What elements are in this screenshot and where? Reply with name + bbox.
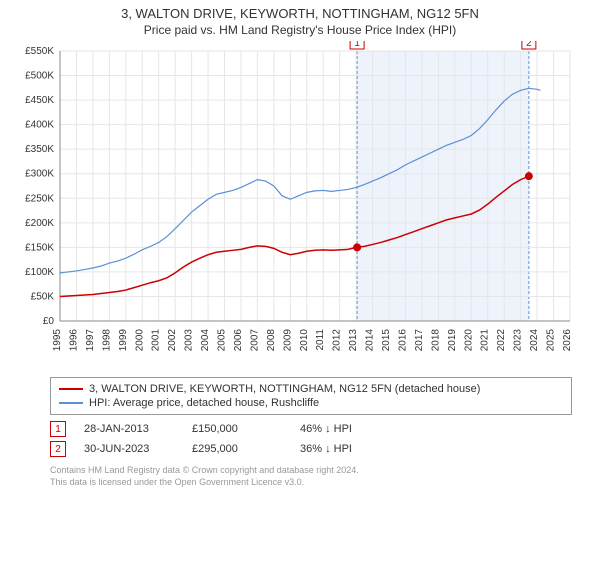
xtick-label: 2012 — [332, 329, 343, 352]
xtick-label: 2014 — [365, 329, 376, 352]
xtick-label: 2008 — [266, 329, 277, 352]
xtick-label: 2022 — [496, 329, 507, 352]
legend-swatch — [59, 402, 83, 404]
xtick-label: 2005 — [217, 329, 228, 352]
xtick-label: 1996 — [68, 329, 79, 352]
xtick-label: 2003 — [184, 329, 195, 352]
xtick-label: 2015 — [381, 329, 392, 352]
ytick-label: £250K — [25, 193, 54, 204]
marker-price: £295,000 — [192, 443, 282, 455]
xtick-label: 1998 — [101, 329, 112, 352]
ytick-label: £0 — [43, 316, 55, 327]
ytick-label: £300K — [25, 169, 54, 180]
xtick-label: 2023 — [513, 329, 524, 352]
legend-swatch — [59, 388, 83, 390]
xtick-label: 2018 — [430, 329, 441, 352]
xtick-label: 2004 — [200, 329, 211, 352]
ytick-label: £100K — [25, 267, 54, 278]
ytick-label: £500K — [25, 71, 54, 82]
sale-badge-number: 1 — [354, 41, 360, 49]
xtick-label: 2001 — [151, 329, 162, 352]
xtick-label: 2016 — [397, 329, 408, 352]
marker-badge: 1 — [50, 421, 66, 437]
xtick-label: 2020 — [463, 329, 474, 352]
xtick-label: 2006 — [233, 329, 244, 352]
chart-container: £0 £50K £100K £150K £200K £250K £300K £350K £400… — [10, 41, 590, 371]
ytick-label: £550K — [25, 46, 54, 57]
xtick-label: 2017 — [414, 329, 425, 352]
xtick-label: 2019 — [447, 329, 458, 352]
legend-item: HPI: Average price, detached house, Rush… — [59, 396, 563, 410]
legend-label: 3, WALTON DRIVE, KEYWORTH, NOTTINGHAM, N… — [89, 383, 480, 395]
line-chart: £0 £50K £100K £150K £200K £250K £300K £350K £400… — [10, 41, 590, 371]
legend-item: 3, WALTON DRIVE, KEYWORTH, NOTTINGHAM, N… — [59, 382, 563, 396]
chart-title: 3, WALTON DRIVE, KEYWORTH, NOTTINGHAM, N… — [0, 6, 600, 21]
marker-pct: 46% ↓ HPI — [300, 423, 390, 435]
xtick-label: 2013 — [348, 329, 359, 352]
xtick-label: 2021 — [480, 329, 491, 352]
legend: 3, WALTON DRIVE, KEYWORTH, NOTTINGHAM, N… — [50, 377, 572, 415]
xtick-label: 2007 — [249, 329, 260, 352]
xtick-label: 2009 — [282, 329, 293, 352]
marker-pct: 36% ↓ HPI — [300, 443, 390, 455]
sale-badge-number: 2 — [526, 41, 532, 49]
footer-attribution: Contains HM Land Registry data © Crown c… — [50, 465, 572, 488]
xtick-label: 2000 — [134, 329, 145, 352]
sale-markers-table: 1 28-JAN-2013 £150,000 46% ↓ HPI 2 30-JUN-202… — [50, 419, 572, 459]
ytick-label: £450K — [25, 95, 54, 106]
sale-point — [525, 172, 533, 180]
marker-row: 2 30-JUN-2023 £295,000 36% ↓ HPI — [50, 439, 572, 459]
marker-date: 30-JUN-2023 — [84, 443, 174, 455]
xtick-label: 2025 — [546, 329, 557, 352]
footer-line-2: This data is licensed under the Open Gov… — [50, 477, 572, 489]
xtick-label: 2011 — [315, 329, 326, 351]
marker-row: 1 28-JAN-2013 £150,000 46% ↓ HPI — [50, 419, 572, 439]
ytick-label: £350K — [25, 144, 54, 155]
xtick-label: 2026 — [562, 329, 573, 352]
ytick-label: £200K — [25, 218, 54, 229]
xtick-label: 2024 — [529, 329, 540, 352]
xtick-label: 2010 — [299, 329, 310, 352]
ytick-label: £400K — [25, 120, 54, 131]
sale-period-band — [357, 51, 529, 321]
xtick-label: 1999 — [118, 329, 129, 352]
legend-label: HPI: Average price, detached house, Rush… — [89, 397, 319, 409]
xtick-label: 1997 — [85, 329, 96, 352]
ytick-label: £50K — [31, 291, 55, 302]
marker-badge: 2 — [50, 441, 66, 457]
chart-subtitle: Price paid vs. HM Land Registry's House … — [0, 23, 600, 37]
marker-date: 28-JAN-2013 — [84, 423, 174, 435]
xtick-label: 2002 — [167, 329, 178, 352]
xtick-label: 1995 — [52, 329, 63, 352]
sale-point — [353, 243, 361, 251]
marker-price: £150,000 — [192, 423, 282, 435]
footer-line-1: Contains HM Land Registry data © Crown c… — [50, 465, 572, 477]
ytick-label: £150K — [25, 242, 54, 253]
